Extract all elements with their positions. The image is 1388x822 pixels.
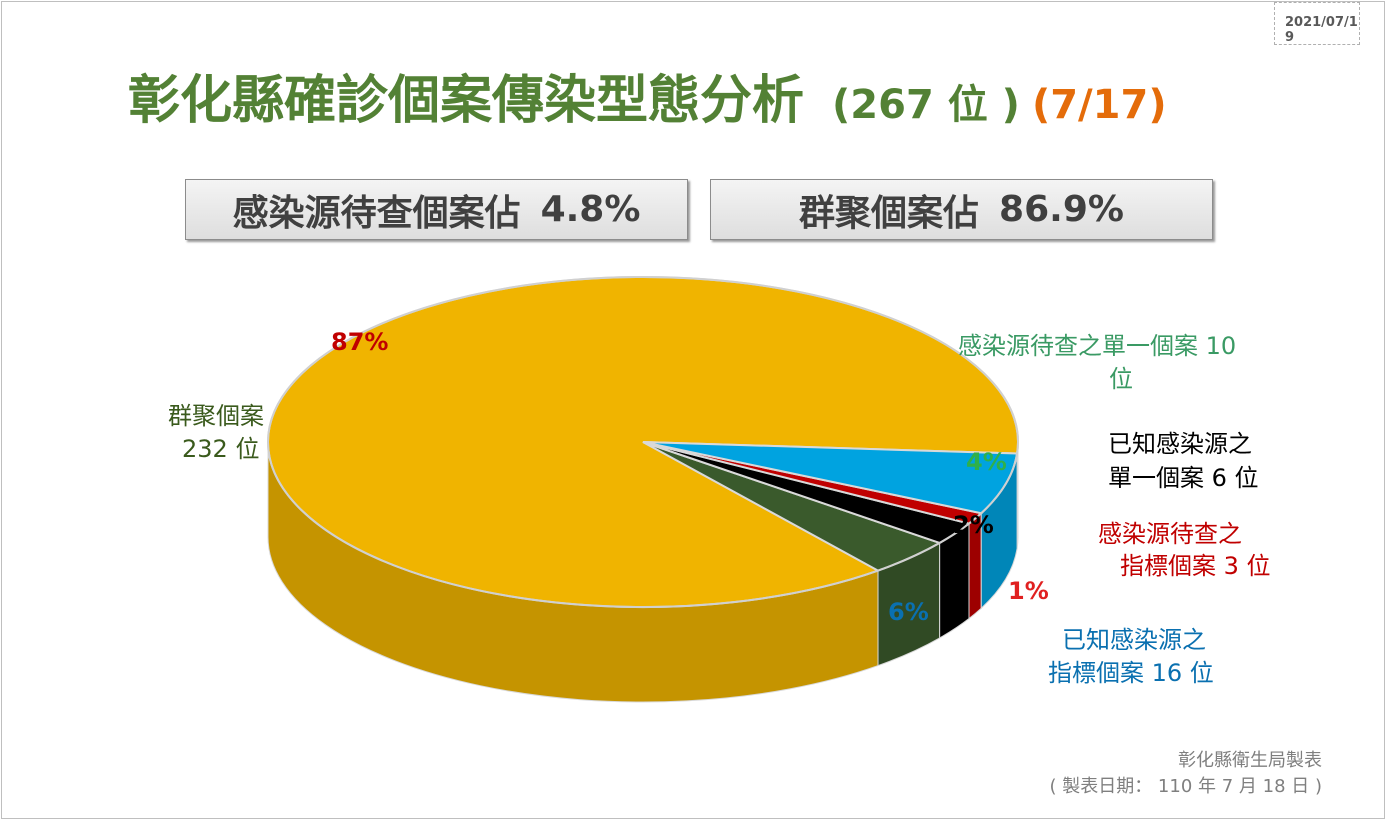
unknown-source-stat-value: 4.8% bbox=[540, 189, 641, 230]
pct-label-0: 87% bbox=[331, 328, 388, 356]
title-text: 彰化縣確診個案傳染型態分析 bbox=[128, 71, 805, 131]
footer-date: ( 製表日期： 110 年 7 月 18 日 ) bbox=[1049, 776, 1322, 797]
cluster-stat-label: 群聚個案佔 bbox=[799, 192, 980, 234]
pct-label-3: 1% bbox=[1008, 577, 1049, 605]
cluster-stat-box: 群聚個案佔 86.9% bbox=[710, 179, 1213, 240]
slice-count-3: 指標個案 3 位 bbox=[1120, 552, 1271, 580]
date-tag: 2021/07/19 bbox=[1274, 2, 1360, 45]
cluster-stat-value: 86.9% bbox=[999, 189, 1124, 230]
slice-name-2: 已知感染源之 bbox=[1108, 430, 1252, 458]
as-of-date: (7/17) bbox=[1031, 82, 1167, 128]
footer-maker: 彰化縣衛生局製表 bbox=[1178, 750, 1322, 771]
slice-name-4: 已知感染源之 bbox=[1062, 626, 1206, 654]
case-count: (267 位 ) bbox=[832, 82, 1020, 128]
slice-count-1: 位 bbox=[1109, 365, 1133, 393]
slice-count-2: 單一個案 6 位 bbox=[1108, 464, 1259, 492]
pct-label-2: 2% bbox=[953, 511, 994, 539]
page-title: 彰化縣確診個案傳染型態分析 (267 位 ) (7/17) bbox=[128, 58, 1167, 133]
slice-name-0: 群聚個案 bbox=[168, 402, 264, 430]
slice-count-0: 232 位 bbox=[182, 435, 259, 463]
unknown-source-stat-label: 感染源待查個案佔 bbox=[232, 192, 521, 234]
pct-label-1: 4% bbox=[966, 448, 1007, 476]
pct-label-4: 6% bbox=[888, 598, 929, 626]
unknown-source-stat-box: 感染源待查個案佔 4.8% bbox=[185, 179, 688, 240]
slice-name-3: 感染源待查之 bbox=[1098, 520, 1242, 548]
pie-rim bbox=[267, 276, 1019, 608]
slice-name-1: 感染源待查之單一個案 10 bbox=[958, 332, 1236, 360]
slice-count-4: 指標個案 16 位 bbox=[1048, 659, 1214, 687]
